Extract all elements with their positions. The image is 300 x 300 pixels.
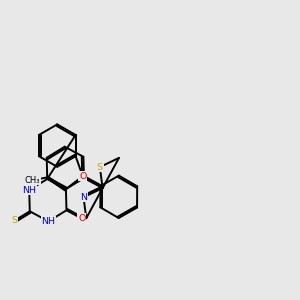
Text: O: O bbox=[79, 172, 86, 181]
Text: N: N bbox=[80, 193, 87, 202]
Text: S: S bbox=[97, 163, 103, 172]
Text: S: S bbox=[11, 216, 17, 225]
Text: CH₃: CH₃ bbox=[25, 176, 40, 185]
Text: O: O bbox=[78, 214, 85, 223]
Text: NH: NH bbox=[22, 186, 36, 195]
Text: NH: NH bbox=[41, 217, 56, 226]
